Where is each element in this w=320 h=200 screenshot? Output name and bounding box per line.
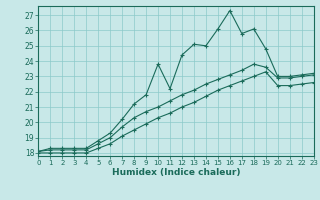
X-axis label: Humidex (Indice chaleur): Humidex (Indice chaleur) — [112, 168, 240, 177]
